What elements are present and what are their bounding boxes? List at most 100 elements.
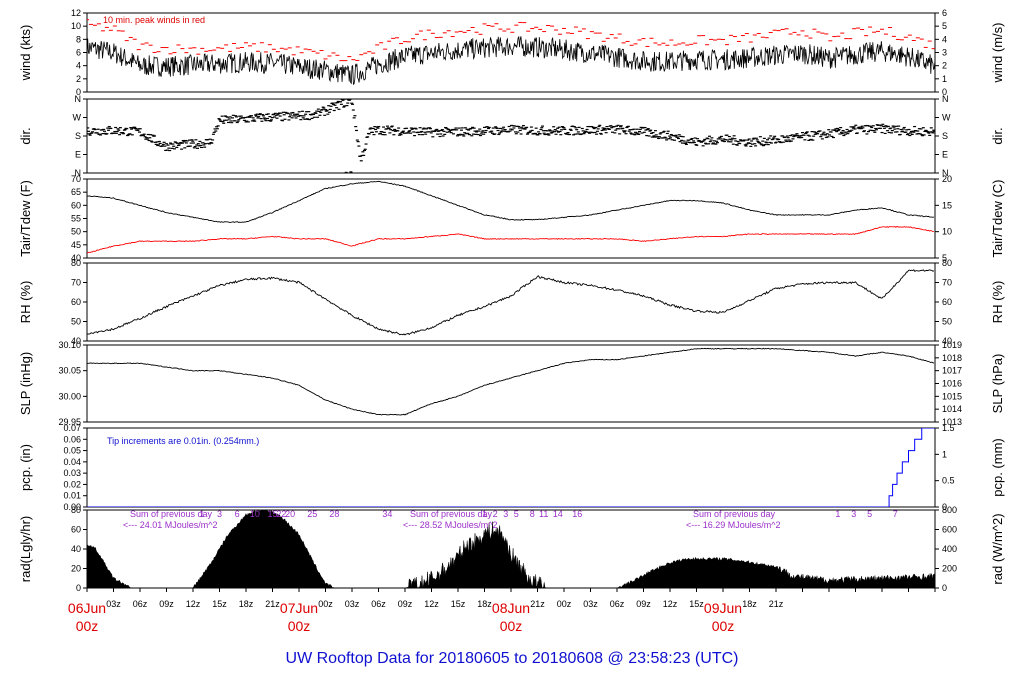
- rad-hour-mark: 8: [530, 509, 535, 519]
- x-tick-label: 18z: [477, 599, 492, 609]
- x-tick-label: 06z: [610, 599, 625, 609]
- pressure-ylabel-left: SLP (inHg): [18, 352, 33, 415]
- rad-hour-mark: 2: [493, 509, 498, 519]
- wind-ylabel-left: wind (kts): [18, 25, 33, 82]
- temperature-series-1-line: [87, 180, 935, 224]
- direction-plot-area: [87, 99, 935, 173]
- humidity-right-tick-label: 40: [942, 336, 952, 346]
- precipitation-left-tick-label: 0.02: [63, 479, 81, 489]
- rad-hour-mark: 3: [503, 509, 508, 519]
- precipitation-left-tick-label: 0.05: [63, 446, 81, 456]
- x-tick-label: 18z: [239, 599, 254, 609]
- radiation-left-tick-label: 40: [71, 544, 81, 554]
- direction-right-tick-label: W: [942, 113, 951, 123]
- rad-hour-mark: 6: [235, 509, 240, 519]
- humidity-panel: 40 50 60 70 80 40 50 60 70 80 RH (%) RH (%): [18, 258, 1005, 346]
- temperature-left-tick-label: 45: [71, 240, 81, 250]
- x-day-label-date: 06Jun: [68, 600, 106, 616]
- x-tick-label: 18z: [742, 599, 757, 609]
- precipitation-panel: 0.000.01 0.020.030.040.05 0.060.07 0 0.5 1 1.5…: [18, 423, 1005, 512]
- rad-day-sum-value: <--- 28.52 MJoules/m^2: [403, 520, 498, 530]
- precipitation-left-tick-label: 0.00: [63, 502, 81, 512]
- precipitation-right-tick-label: 0: [942, 502, 947, 512]
- humidity-right-tick-label: 80: [942, 258, 952, 268]
- wind-left-tick-label: 10: [71, 21, 81, 31]
- rad-hour-mark: 15: [267, 509, 277, 519]
- precipitation-left-tick-label: 0.04: [63, 457, 81, 467]
- pressure-right-tick-label: 1014: [942, 404, 962, 414]
- humidity-right-tick-label: 60: [942, 297, 952, 307]
- rad-hour-mark: 22: [276, 509, 286, 519]
- x-tick-label: 06z: [133, 599, 148, 609]
- x-tick-label: 09z: [636, 599, 651, 609]
- pressure-plot-area: [87, 347, 935, 416]
- x-tick-label: 21z: [769, 599, 784, 609]
- wind-left-tick-label: 0: [76, 87, 81, 97]
- radiation-right-tick-label: 600: [942, 525, 957, 535]
- pressure-series-1-line: [87, 347, 935, 416]
- x-tick-label: 12z: [186, 599, 201, 609]
- precipitation-ylabel-left: pcp. (in): [18, 444, 33, 491]
- wind-plot-area: [87, 19, 935, 86]
- radiation-left-tick-label: 80: [71, 505, 81, 515]
- temperature-plot-area: [87, 180, 935, 254]
- humidity-left-tick-label: 70: [71, 278, 81, 288]
- wind-left-tick-label: 2: [76, 74, 81, 84]
- x-tick-label: 12z: [663, 599, 678, 609]
- direction-right-tick-label: N: [942, 168, 949, 178]
- pressure-frame: [86, 344, 936, 423]
- radiation-right-tick-label: 400: [942, 544, 957, 554]
- temperature-left-tick-label: 50: [71, 227, 81, 237]
- x-tick-label: 03z: [345, 599, 360, 609]
- x-day-label-time: 00z: [288, 618, 311, 634]
- rad-hour-mark: 1: [835, 509, 840, 519]
- temperature-left-tick-label: 40: [71, 253, 81, 263]
- pressure-right-tick-label: 1016: [942, 379, 962, 389]
- direction-right-tick-label: S: [942, 131, 948, 141]
- humidity-left-tick-label: 50: [71, 317, 81, 327]
- wind-right-tick-label: 2: [942, 61, 947, 71]
- pressure-left-tick-label: 30.00: [58, 391, 81, 401]
- x-tick-label: 15z: [689, 599, 704, 609]
- radiation-right-tick-label: 0: [942, 583, 947, 593]
- humidity-series-1-line: [87, 269, 935, 336]
- rad-day-sum-title: Sum of previous day: [410, 509, 493, 519]
- direction-ylabel-left: dir.: [18, 127, 33, 144]
- rad-hour-mark: 14: [553, 509, 563, 519]
- pressure-panel: 29.95 30.00 30.05 30.10 1013 1014 1015 1016 1017…: [18, 340, 1005, 427]
- precipitation-left-tick-label: 0.03: [63, 468, 81, 478]
- radiation-left-tick-label: 60: [71, 525, 81, 535]
- precipitation-right-tick-label: 1.5: [942, 423, 955, 433]
- pressure-right-tick-label: 1018: [942, 353, 962, 363]
- humidity-ylabel-right: RH (%): [990, 281, 1005, 324]
- radiation-plot-area: [87, 510, 935, 588]
- direction-left-tick-label: E: [75, 150, 81, 160]
- rad-hour-mark: 1: [482, 509, 487, 519]
- x-tick-label: 03z: [583, 599, 598, 609]
- humidity-left-tick-label: 40: [71, 336, 81, 346]
- x-axis: 03z 06z 09z 12z 15z 18z 21z 00z 03z 06z 09z 12z 15z 1…: [68, 588, 936, 634]
- precipitation-left-tick-label: 0.07: [63, 423, 81, 433]
- x-day-label-time: 00z: [500, 618, 523, 634]
- wind-right-tick-label: 4: [942, 34, 947, 44]
- pressure-left-tick-label: 29.95: [58, 417, 81, 427]
- temperature-ylabel-left: Tair/Tdew (F): [18, 180, 33, 257]
- radiation-right-tick-label: 800: [942, 505, 957, 515]
- x-day-label-date: 07Jun: [280, 600, 318, 616]
- rad-hour-mark: 20: [285, 509, 295, 519]
- rad-hour-mark: 1: [199, 509, 204, 519]
- rad-hour-mark: 7: [893, 509, 898, 519]
- x-tick-label: 15z: [212, 599, 227, 609]
- rad-hour-mark: 25: [307, 509, 317, 519]
- radiation-right-tick-label: 200: [942, 564, 957, 574]
- x-tick-label: 21z: [530, 599, 545, 609]
- humidity-left-tick-label: 80: [71, 258, 81, 268]
- x-tick-label: 00z: [318, 599, 333, 609]
- wind-left-tick-label: 12: [71, 8, 81, 18]
- precipitation-left-tick-label: 0.06: [63, 434, 81, 444]
- temperature-right-tick-label: 20: [942, 174, 952, 184]
